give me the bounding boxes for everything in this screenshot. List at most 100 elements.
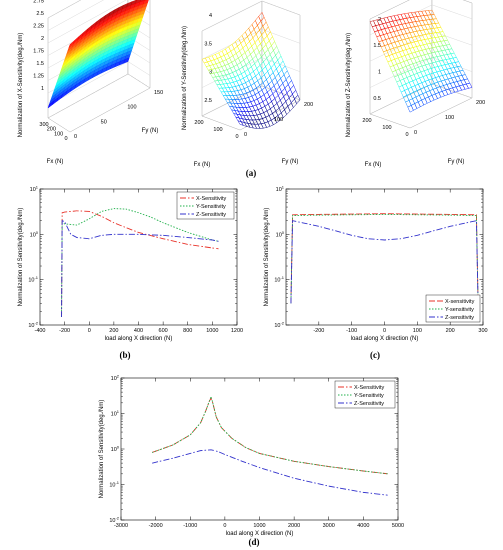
z-tick-label: 1.25: [33, 74, 44, 80]
x-tick-label: 1000: [206, 328, 218, 334]
series-line: [290, 213, 479, 304]
z-tick-label: 2.5: [204, 98, 212, 104]
y-axis-label: Fy (N): [448, 159, 465, 165]
x-axis-label: Fx (N): [194, 162, 211, 168]
x-tick-label: 0: [64, 136, 67, 142]
z-tick-label: 3: [209, 70, 212, 76]
legend-box: [176, 191, 235, 220]
series-line: [61, 220, 219, 318]
z-axis-label: Normalization of Y-Sensitivity(deg./Nm): [182, 26, 188, 130]
surface-cell: [428, 9, 435, 16]
x-tick-label: 800: [183, 328, 192, 334]
y-tick-label: 200: [304, 102, 313, 108]
legend-label: Z-sensitivity: [445, 315, 474, 321]
x-tick-label: 400: [134, 328, 143, 334]
y-tick-label: 0: [414, 130, 417, 136]
series-line: [152, 449, 388, 496]
y-axis-label: Normalization of Sensitivity(deg./Nm): [264, 208, 270, 307]
y-tick-label: 100: [445, 115, 454, 121]
z-tick-label: 2: [41, 36, 44, 42]
x-axis-label: load along X direction (N): [226, 531, 294, 537]
z-tick-label: 1.5: [373, 43, 381, 49]
z-gridline: [201, 29, 301, 60]
x-tick-label: 1000: [253, 523, 265, 529]
line-chart-d: 10-2 10-1 100 101 102 -3000 -2000 -1000 0 1000 200…: [99, 374, 404, 538]
z-tick-label: 1.75: [33, 49, 44, 55]
y-tick-label: 100: [276, 230, 285, 239]
x-tick-label: 0: [235, 134, 238, 140]
surface-chart-a1: 11.251.51.7522.252.52.753300200100005010…: [18, 0, 163, 165]
surface-mesh: [47, 0, 149, 109]
x-tick-label: 300: [39, 122, 48, 128]
x-tick-label: -1000: [183, 523, 197, 529]
y-tick-label: 101: [111, 409, 120, 418]
series-line: [61, 208, 219, 318]
z-gridline: [201, 85, 301, 117]
z-tick-label: 3.5: [204, 41, 212, 47]
y-tick-label: 150: [154, 90, 163, 96]
x-tick-label: 0: [223, 523, 226, 529]
line-chart-b: 10-2 10-1 100 101 -400 -200 0 200 400 600 800 1000 1…: [18, 185, 243, 343]
surface-cell: [258, 11, 265, 22]
line-chart-c: 10-2 10-1 100 101 -200 -100 0 100 200 300 X-sensit…: [264, 185, 488, 343]
x-tick-label: 100: [413, 328, 422, 334]
z-gridline: [201, 0, 301, 32]
x-tick-label: -200: [313, 328, 324, 334]
x-tick-label: 4000: [357, 523, 369, 529]
y-tick-label: 100: [30, 230, 39, 239]
x-tick-label: 200: [109, 328, 118, 334]
x-tick-label: -3000: [114, 523, 128, 529]
z-gridline: [201, 57, 301, 88]
x-tick-label: 0: [88, 328, 91, 334]
surface-cell: [284, 105, 291, 115]
x-tick-label: 200: [362, 118, 371, 124]
legend-label: X-Sensitivity: [354, 385, 385, 391]
x-axis-label: load along X direction (N): [105, 336, 173, 342]
z-gridline: [47, 0, 82, 19]
legend-box: [425, 294, 481, 323]
y-tick-label: 100: [127, 105, 136, 111]
x-tick-label: 0: [405, 132, 408, 138]
y-tick-label: 102: [111, 374, 120, 383]
y-axis-label: Normalization of Sensitivity(deg./Nm): [99, 400, 105, 499]
z-gridline: [47, 73, 151, 119]
y-tick-label: 50: [101, 119, 107, 125]
x-tick-label: -100: [346, 328, 357, 334]
z-gridline: [47, 0, 151, 31]
z-tick-label: 2.5: [36, 11, 44, 17]
legend-label: Z-Sensitivity: [354, 401, 384, 407]
y-tick-label: 101: [30, 185, 39, 194]
z-gridline: [369, 57, 473, 88]
x-tick-label: 100: [54, 131, 63, 137]
y-tick-label: 0: [244, 132, 247, 138]
x-tick-label: 0: [383, 328, 386, 334]
figure-caption: (a): [246, 168, 257, 178]
legend-label: Y-Sensitivity: [196, 204, 226, 210]
y-tick-label: 10-1: [109, 480, 119, 489]
x-tick-label: 100: [213, 127, 222, 133]
x-tick-label: 200: [47, 127, 56, 133]
x-tick-label: 200: [194, 120, 203, 126]
x-tick-label: 2000: [288, 523, 300, 529]
surface-mesh: [201, 11, 301, 129]
legend-label: X-sensitivity: [445, 299, 475, 305]
surface-chart-a2: 2.5 3 3.5 4 200 100 0 0 100 200 Fx (N) Fy (N) Normal…: [182, 0, 313, 168]
series-line: [290, 213, 479, 304]
y-axis-label: Normalization of Sensitivity(deg./Nm): [18, 208, 24, 307]
z-tick-label: 2: [378, 17, 381, 23]
z-tick-label: 1: [378, 70, 381, 76]
x-tick-label: -400: [34, 328, 45, 334]
x-tick-label: 300: [478, 328, 487, 334]
y-tick-label: 10-2: [109, 516, 119, 525]
legend-label: Z-Sensitivity: [196, 212, 226, 218]
legend-label: Y-Sensitivity: [354, 393, 384, 399]
y-tick-label: 0: [74, 134, 77, 140]
z-tick-label: 0.5: [373, 96, 381, 102]
figure-caption: (d): [249, 537, 260, 547]
y-tick-label: 10-2: [274, 321, 284, 330]
y-tick-label: 200: [476, 100, 485, 106]
y-tick-label: 10-1: [28, 275, 38, 284]
legend-label: X-Sensitivity: [196, 196, 227, 202]
figure-caption: (c): [370, 350, 380, 360]
